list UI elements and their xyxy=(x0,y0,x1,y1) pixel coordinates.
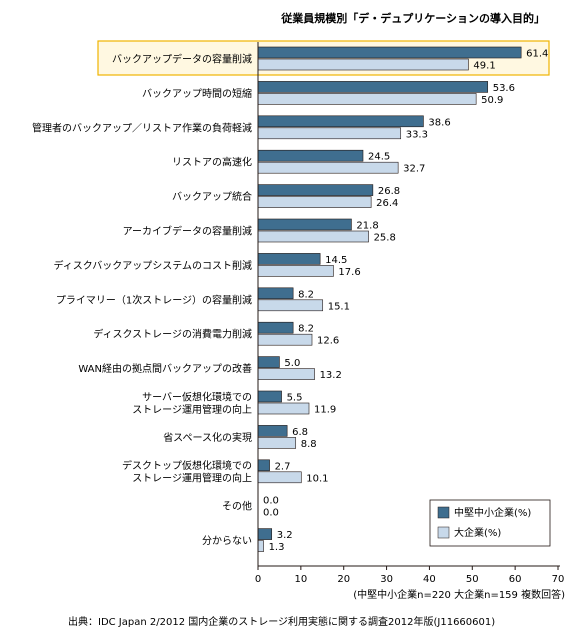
bar-large xyxy=(257,58,469,71)
value-label: 6.8 xyxy=(292,427,308,438)
bar-sme xyxy=(257,115,424,128)
value-label: 26.8 xyxy=(378,186,400,197)
bars xyxy=(257,46,522,552)
value-labels: 61.4 49.1 53.650.9 38.633.3 24.5 32.726.826.4… xyxy=(263,49,548,554)
legend: 中堅中小企業(%) 大企業(%) xyxy=(429,499,551,547)
value-label: 32.7 xyxy=(403,164,425,175)
bar-sme xyxy=(257,425,288,437)
legend-label-large: 大企業(%) xyxy=(454,526,501,539)
bar-large xyxy=(257,265,334,277)
value-label: 8.2 xyxy=(298,289,314,300)
category-label: リストアの高速化 xyxy=(172,156,252,169)
x-ticks: 0 10 20 30 40 50 60 70 xyxy=(255,566,565,585)
bar-sme xyxy=(257,81,489,93)
bar-sme xyxy=(257,184,374,196)
bar-large xyxy=(257,402,310,415)
value-label: 53.6 xyxy=(493,83,515,94)
category-label: バックアップ統合 xyxy=(172,190,252,203)
bar-sme xyxy=(257,253,321,265)
category-label: サーバー仮想化環境でのストレージ運用管理の向上 xyxy=(132,390,252,416)
value-label: 15.1 xyxy=(328,301,350,312)
bar-large xyxy=(257,299,324,312)
value-label: 0.0 xyxy=(263,496,279,507)
value-label: 61.4 xyxy=(526,49,548,60)
value-label: 25.8 xyxy=(374,233,396,244)
value-label: 3.2 xyxy=(277,530,293,541)
category-label: バックアップ時間の短縮 xyxy=(142,87,252,100)
chart-title: 従業員規模別「デ・デュプリケーションの導入目的」 xyxy=(280,11,545,25)
value-label: 5.5 xyxy=(287,393,303,404)
legend-swatch-sme xyxy=(437,506,450,519)
value-label: 26.4 xyxy=(376,198,398,209)
value-label: 11.9 xyxy=(314,405,336,416)
category-label: アーカイブデータの容量削減 xyxy=(123,225,252,238)
category-labels: バックアップデータの容量削減バックアップ時間の短縮管理者のバックアップ／リストア… xyxy=(32,53,252,548)
x-tick-label: 10 xyxy=(294,574,307,585)
bar-large xyxy=(257,196,372,208)
value-label: 8.8 xyxy=(301,439,317,450)
bar-sme xyxy=(257,321,294,334)
value-label: 49.1 xyxy=(473,61,495,72)
legend-label-sme: 中堅中小企業(%) xyxy=(454,506,531,519)
bar-sme xyxy=(257,218,352,231)
category-label: ディスクバックアップシステムのコスト削減 xyxy=(54,259,253,272)
bar-large xyxy=(257,540,264,552)
x-tick-label: 30 xyxy=(380,574,393,585)
value-label: 10.1 xyxy=(306,473,328,484)
x-tick-label: 40 xyxy=(423,574,436,585)
category-label: WAN経由の拠点間バックアップの改善 xyxy=(78,362,252,375)
value-label: 17.6 xyxy=(338,267,360,278)
value-label: 2.7 xyxy=(275,461,291,472)
value-label: 12.6 xyxy=(317,336,339,347)
bar-large xyxy=(257,471,302,484)
category-label: 分からない xyxy=(202,535,252,547)
value-label: 1.3 xyxy=(269,542,285,553)
value-label: 8.2 xyxy=(298,324,314,335)
bar-sme xyxy=(257,287,294,300)
bar-sme xyxy=(257,149,364,162)
x-tick-label: 60 xyxy=(509,574,522,585)
bar-sme xyxy=(257,459,270,472)
legend-frame xyxy=(429,499,551,547)
bar-large xyxy=(257,127,402,140)
category-label: 省スペース化の実現 xyxy=(163,431,252,444)
legend-swatch-large xyxy=(437,526,450,539)
value-label: 24.5 xyxy=(368,152,390,163)
value-label: 38.6 xyxy=(428,117,450,128)
value-label: 13.2 xyxy=(320,370,342,381)
value-label: 14.5 xyxy=(325,255,347,266)
bar-large xyxy=(257,93,477,105)
category-label: プライマリー（1次ストレージ）の容量削減 xyxy=(56,293,252,306)
bar-large xyxy=(257,333,313,346)
bar-large xyxy=(257,161,399,174)
category-label: バックアップデータの容量削減 xyxy=(112,53,252,66)
bar-large xyxy=(257,230,369,243)
category-label: デスクトップ仮想化環境でのストレージ運用管理の向上 xyxy=(122,459,252,485)
x-tick-label: 50 xyxy=(466,574,479,585)
source-note: 出典：IDC Japan 2/2012 国内企業のストレージ利用実態に関する調査… xyxy=(68,615,495,628)
value-label: 0.0 xyxy=(263,508,279,519)
value-label: 21.8 xyxy=(356,221,378,232)
x-tick-label: 70 xyxy=(552,574,565,585)
bar-sme xyxy=(257,46,522,59)
bar-large xyxy=(257,368,315,380)
value-label: 5.0 xyxy=(284,358,300,369)
bar-sme xyxy=(257,356,280,368)
category-label: その他 xyxy=(222,500,252,513)
category-label: ディスクストレージの消費電力削減 xyxy=(93,328,252,341)
x-tick-label: 0 xyxy=(255,574,261,585)
bar-sme xyxy=(257,528,273,540)
value-label: 50.9 xyxy=(481,95,503,106)
category-label: 管理者のバックアップ／リストア作業の負荷軽減 xyxy=(32,121,252,134)
x-tick-label: 20 xyxy=(337,574,350,585)
bar-sme xyxy=(257,390,282,403)
sample-note: (中堅中小企業n=220 大企業n=159 複数回答) xyxy=(353,588,565,601)
bar-large xyxy=(257,437,297,449)
value-label: 33.3 xyxy=(406,129,428,140)
